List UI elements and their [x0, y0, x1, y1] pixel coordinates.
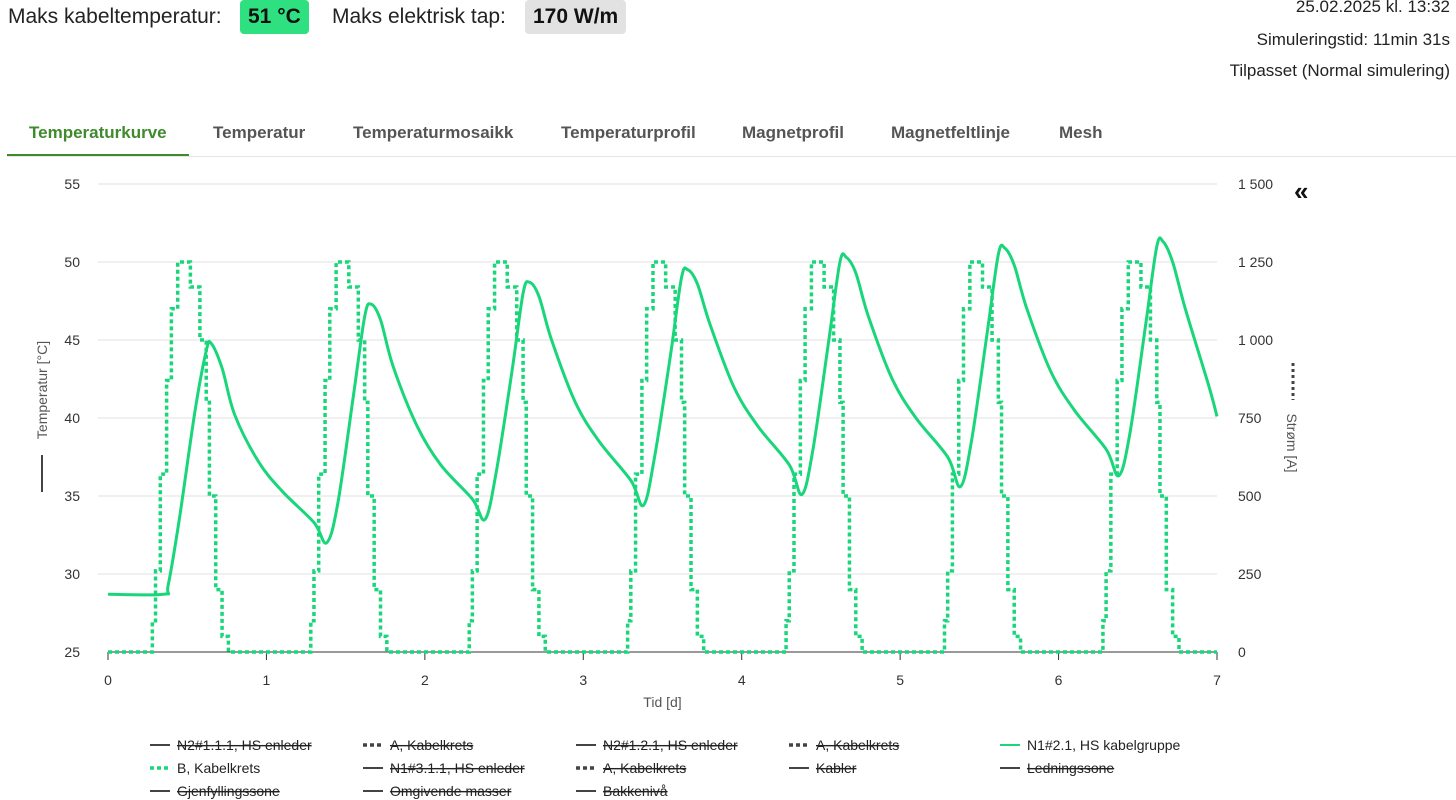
- y-left-tick-label: 55: [64, 176, 80, 192]
- x-tick-label: 1: [263, 672, 271, 688]
- tab-temperaturprofil[interactable]: Temperaturprofil: [561, 123, 696, 142]
- y-left-tick-label: 40: [64, 410, 80, 426]
- legend-item[interactable]: N2#1.2.1, HS enleder: [576, 737, 738, 753]
- legend-label: N2#1.1.1, HS enleder: [177, 737, 312, 753]
- legend-label: N2#1.2.1, HS enleder: [603, 737, 738, 753]
- y-right-tick-label: 250: [1238, 566, 1262, 582]
- tab-bar: Temperaturkurve Temperatur Temperaturmos…: [7, 112, 1456, 157]
- legend-label: Omgivende masser: [390, 783, 512, 799]
- simulation-time: Simuleringstid: 11min 31s: [1256, 30, 1450, 49]
- y-right-tick-label: 0: [1238, 644, 1246, 660]
- y-left-axis-label: Temperatur [°C]: [34, 341, 50, 439]
- x-tick-label: 4: [738, 672, 746, 688]
- y-left-tick-label: 30: [64, 566, 80, 582]
- legend-item[interactable]: Bakkenivå: [576, 783, 668, 799]
- legend-label: N1#3.1.1, HS enleder: [390, 760, 525, 776]
- x-tick-label: 2: [421, 672, 429, 688]
- y-right-tick-label: 1 000: [1238, 332, 1273, 348]
- legend-item[interactable]: N2#1.1.1, HS enleder: [150, 737, 312, 753]
- legend-item[interactable]: Gjenfyllingssone: [150, 783, 280, 799]
- legend-label: Bakkenivå: [603, 783, 668, 799]
- current-series-line: [108, 260, 1217, 654]
- max-cable-temp-badge: 51 °C: [240, 0, 309, 34]
- x-axis-label: Tid [d]: [643, 694, 681, 710]
- legend-label: Ledningssone: [1027, 760, 1114, 776]
- max-loss-badge: 170 W/m: [525, 0, 627, 34]
- x-tick-label: 6: [1055, 672, 1063, 688]
- timestamp: 25.02.2025 kl. 13:32: [1295, 0, 1450, 16]
- y-right-tick-label: 1 500: [1238, 176, 1273, 192]
- legend-label: A, Kabelkrets: [816, 737, 899, 753]
- legend-item[interactable]: A, Kabelkrets: [363, 737, 473, 753]
- x-tick-label: 3: [579, 672, 587, 688]
- tab-temperatur[interactable]: Temperatur: [213, 123, 306, 142]
- y-left-tick-label: 45: [64, 332, 80, 348]
- simulation-mode: Tilpasset (Normal simulering): [1229, 61, 1450, 80]
- max-loss-label: Maks elektrisk tap:: [332, 5, 506, 28]
- chart-grid: [98, 183, 1217, 575]
- legend-item[interactable]: Ledningssone: [1000, 760, 1114, 776]
- chart-series: [107, 236, 1219, 654]
- tab-temperaturmosaikk[interactable]: Temperaturmosaikk: [353, 123, 514, 142]
- temperature-series-line: [107, 236, 1219, 597]
- max-cable-temp-label: Maks kabeltemperatur:: [8, 5, 222, 28]
- tab-temperaturkurve[interactable]: Temperaturkurve: [7, 112, 189, 156]
- x-tick-label: 5: [896, 672, 904, 688]
- tab-mesh[interactable]: Mesh: [1059, 123, 1103, 142]
- y-left-tick-label: 50: [64, 254, 80, 270]
- legend-label: Gjenfyllingssone: [177, 783, 280, 799]
- y-right-tick-label: 500: [1238, 488, 1262, 504]
- legend-item[interactable]: N1#2.1, HS kabelgruppe: [1000, 737, 1181, 753]
- y-left-tick-label: 25: [64, 644, 80, 660]
- x-tick-label: 0: [104, 672, 112, 688]
- legend-item[interactable]: B, Kabelkrets: [150, 760, 260, 776]
- tab-magnetprofil[interactable]: Magnetprofil: [742, 123, 844, 142]
- y-right-tick-label: 750: [1238, 410, 1262, 426]
- legend-item[interactable]: A, Kabelkrets: [576, 760, 686, 776]
- legend-item[interactable]: Kabler: [789, 760, 857, 776]
- collapse-panel-icon[interactable]: «: [1294, 176, 1309, 206]
- chart-legend: N2#1.1.1, HS enleder A, Kabelkrets N2#1.2.…: [150, 737, 1181, 799]
- legend-label: B, Kabelkrets: [177, 760, 260, 776]
- legend-item[interactable]: N1#3.1.1, HS enleder: [363, 760, 525, 776]
- legend-item[interactable]: A, Kabelkrets: [789, 737, 899, 753]
- tab-magnetfeltlinje[interactable]: Magnetfeltlinje: [891, 123, 1011, 142]
- legend-label: A, Kabelkrets: [390, 737, 473, 753]
- y-right-tick-label: 1 250: [1238, 254, 1273, 270]
- legend-item[interactable]: Omgivende masser: [363, 783, 512, 799]
- x-tick-label: 7: [1213, 672, 1221, 688]
- y-right-axis-label: Strøm [A]: [1284, 413, 1300, 472]
- legend-label: A, Kabelkrets: [603, 760, 686, 776]
- legend-label: Kabler: [816, 760, 857, 776]
- legend-label: N1#2.1, HS kabelgruppe: [1027, 737, 1181, 753]
- header: Maks kabeltemperatur: 51 °C Maks elektri…: [0, 0, 1456, 100]
- y-left-tick-label: 35: [64, 488, 80, 504]
